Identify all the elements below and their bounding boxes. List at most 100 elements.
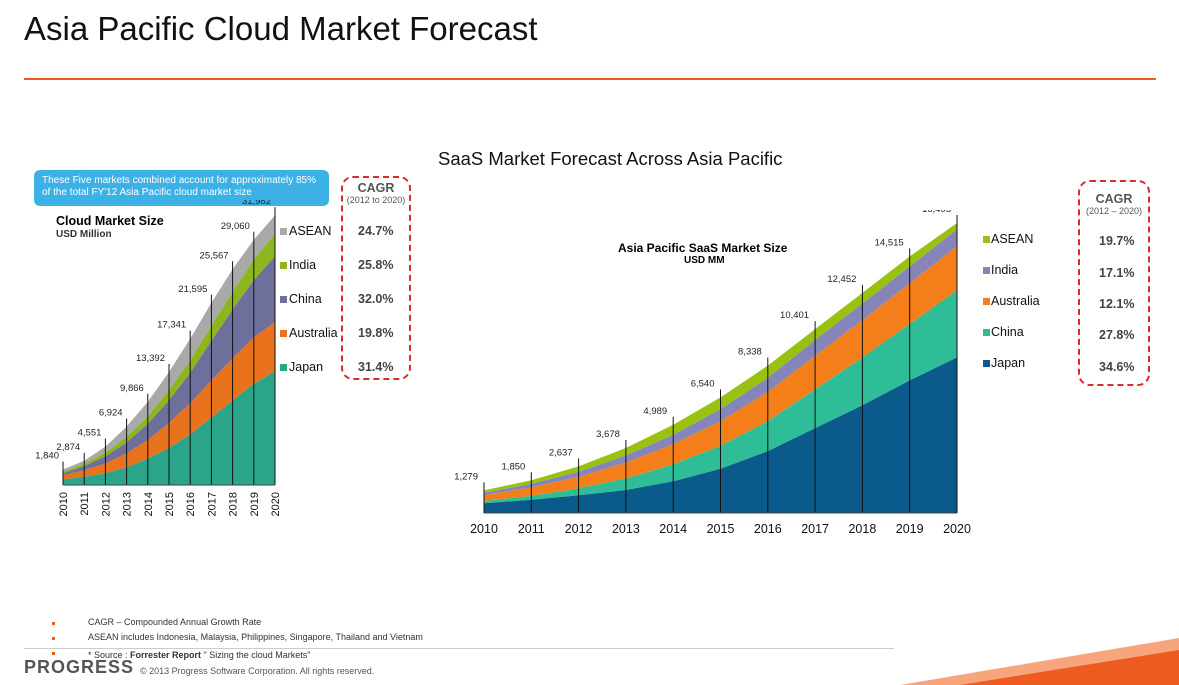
chart1-subtitle: USD Million	[56, 229, 112, 240]
cagr-range: (2012 to 2020)	[346, 195, 406, 205]
chart1-cagr-box: CAGR (2012 to 2020) 24.7% 25.8% 32.0% 19…	[341, 176, 411, 380]
chart1-title: Cloud Market Size	[56, 214, 164, 228]
cagr-range: (2012 – 2020)	[1085, 206, 1143, 216]
footnote-cagr: CAGR – Compounded Annual Growth Rate	[88, 617, 262, 627]
source-prefix: * Source :	[88, 650, 131, 660]
source-name: Forrester Report	[130, 650, 202, 660]
total-label: 3,678	[596, 429, 620, 440]
x-tick-label: 2012	[565, 522, 593, 536]
legend-label: Japan	[289, 360, 324, 374]
total-label: 4,989	[643, 406, 667, 417]
total-label: 2,637	[549, 447, 573, 458]
x-tick-label: 2012	[100, 492, 112, 516]
progress-logo: PROGRESS	[24, 657, 135, 677]
chart2-subtitle: USD MM	[684, 255, 725, 266]
total-label: 21,595	[178, 284, 207, 295]
total-label: 1,840	[35, 450, 59, 461]
legend-swatch	[280, 228, 287, 235]
copyright: © 2013 Progress Software Corporation. Al…	[140, 666, 375, 676]
total-label: 16,405	[922, 210, 951, 215]
total-label: 14,515	[875, 237, 904, 248]
corner-ribbon	[900, 638, 1179, 685]
saas-heading: SaaS Market Forecast Across Asia Pacific	[438, 148, 783, 169]
chart2-cagr-box: CAGR (2012 – 2020) 19.7% 17.1% 12.1% 27.…	[1078, 180, 1150, 386]
total-label: 9,866	[120, 383, 144, 394]
total-label: 1,279	[454, 471, 478, 482]
x-tick-label: 2020	[943, 522, 971, 536]
legend-label: Japan	[991, 356, 1026, 370]
legend-swatch	[983, 360, 990, 367]
legend-label: India	[289, 258, 317, 272]
footer-divider	[24, 648, 894, 649]
total-label: 29,060	[221, 221, 250, 232]
bullet	[52, 622, 55, 625]
legend-swatch	[983, 236, 990, 243]
x-tick-label: 2018	[228, 492, 240, 516]
cagr-value: 27.8%	[1099, 328, 1135, 342]
x-tick-label: 2019	[249, 492, 261, 516]
x-tick-label: 2010	[58, 492, 70, 516]
legend-label: ASEAN	[991, 232, 1034, 246]
cagr-value: 17.1%	[1099, 266, 1135, 280]
total-label: 6,540	[691, 378, 715, 389]
cagr-value: 24.7%	[358, 224, 394, 238]
legend-label: Australia	[289, 326, 338, 340]
saas-market-chart: 1,279 1,850 2,637 3,678 4,989 6,540 8,338 10,40…	[454, 210, 971, 536]
area-japan	[484, 357, 957, 513]
page-title: Asia Pacific Cloud Market Forecast	[24, 10, 538, 47]
legend-swatch	[280, 262, 287, 269]
legend-label: India	[991, 263, 1019, 277]
legend-label: China	[289, 292, 322, 306]
x-tick-label: 2017	[801, 522, 829, 536]
total-label: 2,874	[56, 442, 80, 453]
bullet	[52, 652, 55, 655]
cagr-value: 25.8%	[358, 258, 394, 272]
total-label: 8,338	[738, 347, 762, 358]
footnote-asean: ASEAN includes Indonesia, Malaysia, Phil…	[88, 632, 423, 642]
footnote-source: * Source : Forrester Report " Sizing the…	[88, 650, 310, 660]
bullet	[52, 637, 55, 640]
cagr-value: 34.6%	[1099, 360, 1135, 374]
x-tick-label: 2015	[164, 492, 176, 516]
x-tick-label: 2013	[122, 492, 134, 516]
legend-swatch	[983, 329, 990, 336]
cagr-value: 32.0%	[358, 292, 394, 306]
x-tick-label: 2013	[612, 522, 640, 536]
x-tick-label: 2014	[659, 522, 687, 536]
legend-swatch	[983, 298, 990, 305]
legend-swatch	[280, 364, 287, 371]
cagr-value: 19.7%	[1099, 234, 1135, 248]
cagr-title: CAGR	[357, 181, 395, 195]
total-label: 6,924	[99, 408, 123, 419]
total-label: 10,401	[780, 310, 809, 321]
total-label: 12,452	[827, 274, 856, 285]
total-label: 31,982	[242, 200, 271, 207]
legend-swatch	[280, 296, 287, 303]
x-tick-label: 2016	[754, 522, 782, 536]
ribbon-dark	[960, 650, 1179, 685]
x-tick-label: 2014	[143, 492, 155, 516]
cagr-title: CAGR	[1095, 192, 1133, 206]
legend-label: ASEAN	[289, 224, 332, 238]
source-title: " Sizing the cloud Markets"	[201, 650, 311, 660]
total-label: 4,551	[78, 428, 102, 439]
x-tick-label: 2010	[470, 522, 498, 536]
title-divider	[24, 78, 1156, 80]
x-tick-label: 2015	[707, 522, 735, 536]
cagr-value: 12.1%	[1099, 297, 1135, 311]
x-tick-label: 2016	[185, 492, 197, 516]
legend-swatch	[280, 330, 287, 337]
x-tick-label: 2017	[206, 492, 218, 516]
cagr-value: 31.4%	[358, 360, 394, 374]
legend-label: Australia	[991, 294, 1040, 308]
total-label: 25,567	[200, 250, 229, 261]
chart2-legend: ASEAN India Australia China Japan	[983, 232, 1053, 378]
x-tick-label: 2018	[848, 522, 876, 536]
area-japan	[63, 371, 275, 485]
total-label: 13,392	[136, 353, 165, 364]
chart2-title: Asia Pacific SaaS Market Size	[618, 241, 788, 255]
x-tick-label: 2019	[896, 522, 924, 536]
cagr-value: 19.8%	[358, 326, 394, 340]
callout-box: These Five markets combined account for …	[34, 170, 329, 206]
